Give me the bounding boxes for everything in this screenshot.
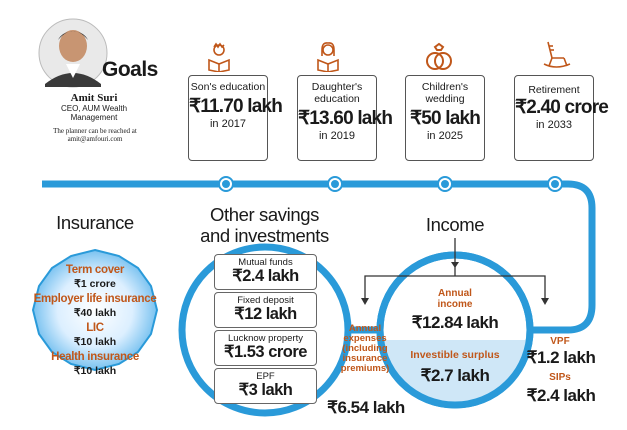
goal-label: Son's education [190, 81, 266, 93]
vpf-label: VPF [550, 336, 570, 347]
insurance-item-label: Health insurance [51, 351, 139, 363]
expenses-label-line: premiums) [340, 363, 390, 374]
expenses-label-line: (including [342, 343, 388, 354]
goal-amount: ₹50 lakh [409, 108, 481, 129]
goal-card-daughters-education: Daughter's education ₹13.60 lakh in 2019 [297, 75, 393, 161]
planner-contact: The planner can be reached at amit@amfou… [53, 127, 137, 143]
expenses-label-line: expenses [343, 333, 387, 344]
goal-label: Daughter's education [311, 81, 363, 105]
rocking-chair-icon [543, 41, 571, 68]
vpf-value: ₹1.2 lakh [526, 348, 596, 367]
investible-surplus-label: Investible surplus [410, 349, 500, 361]
savings-item-lucknow-property: Lucknow property ₹1.53 crore [214, 330, 317, 366]
insurance-item-label: Term cover [65, 264, 125, 276]
goal-amount: ₹11.70 lakh [189, 96, 283, 117]
savings-item-label: Fixed deposit [237, 295, 294, 306]
savings-item-epf: EPF ₹3 lakh [214, 368, 317, 404]
insurance-item-value: ₹10 lakh [73, 365, 117, 377]
savings-item-value: ₹12 lakh [234, 305, 297, 323]
insurance-item-label: Employer life insurance [33, 293, 157, 305]
goal-label: Children's wedding [421, 81, 469, 105]
flow-line [42, 180, 596, 334]
annual-expenses-value: ₹6.54 lakh [327, 398, 405, 417]
goal-year: in 2033 [535, 119, 573, 131]
planner-name: Amit Suri [70, 92, 118, 104]
wedding-rings-icon [426, 42, 452, 70]
insurance-item-label: LIC [86, 322, 104, 334]
goal-year: in 2017 [209, 118, 247, 130]
savings-item-label: Lucknow property [228, 333, 303, 344]
goal-year: in 2025 [426, 130, 464, 142]
savings-title: Other savings and investments [182, 204, 347, 246]
annual-expenses-label: Annual expenses (including insurance pre… [336, 324, 394, 374]
savings-item-fixed-deposit: Fixed deposit ₹12 lakh [214, 292, 317, 328]
insurance-item-value: ₹1 crore [74, 278, 116, 290]
goal-year: in 2019 [318, 130, 356, 142]
sips-value: ₹2.4 lakh [526, 386, 596, 405]
goal-card-sons-education: Son's education ₹11.70 lakh in 2017 [188, 75, 283, 161]
investible-surplus-value: ₹2.7 lakh [420, 366, 490, 385]
expenses-label-line: Annual [348, 323, 382, 334]
savings-item-label: EPF [256, 371, 275, 382]
savings-item-value: ₹3 lakh [238, 381, 293, 399]
savings-item-value: ₹2.4 lakh [232, 267, 299, 285]
annual-income-label-line: income [437, 299, 473, 310]
savings-item-label: Mutual funds [238, 257, 293, 268]
goal-amount: ₹2.40 crore [515, 97, 609, 118]
goal-amount: ₹13.60 lakh [298, 108, 393, 129]
savings-item-value: ₹1.53 crore [224, 343, 307, 361]
expenses-label-line: insurance [342, 353, 388, 364]
savings-title-line2: and investments [200, 225, 329, 246]
goals-title: Goals [102, 58, 158, 81]
goal-label: Retirement [528, 84, 580, 96]
goal-card-childrens-wedding: Children's wedding ₹50 lakh in 2025 [405, 75, 485, 161]
boy-reading-icon [208, 42, 230, 72]
savings-title-line1: Other savings [210, 204, 319, 225]
goal-card-retirement: Retirement ₹2.40 crore in 2033 [514, 75, 609, 161]
sips-label: SIPs [549, 372, 571, 383]
income-title: Income [425, 214, 485, 235]
insurance-shape [31, 248, 159, 372]
goal-markers [218, 176, 563, 192]
insurance-title: Insurance [56, 212, 134, 233]
annual-income-label: Annual income [405, 288, 505, 310]
girl-reading-icon [317, 42, 339, 72]
savings-item-mutual-funds: Mutual funds ₹2.4 lakh [214, 254, 317, 290]
annual-income-label-line: Annual [438, 288, 472, 299]
insurance-item-value: ₹10 lakh [73, 336, 117, 348]
annual-income-value: ₹12.84 lakh [411, 313, 499, 332]
insurance-item-value: ₹40 lakh [73, 307, 117, 319]
planner-role: CEO, AUM Wealth Management [60, 104, 128, 122]
